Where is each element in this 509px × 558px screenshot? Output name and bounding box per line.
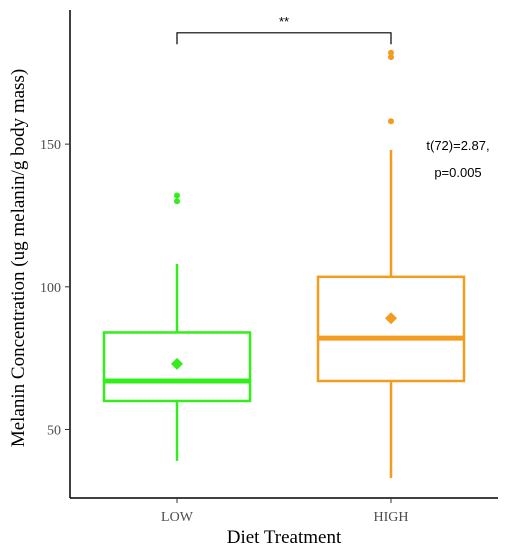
x-axis-title: Diet Treatment	[227, 527, 342, 548]
outlier-point	[174, 198, 180, 205]
y-tick-label: 50	[47, 424, 61, 439]
x-tick-label: HIGH	[374, 510, 409, 525]
box-low	[102, 192, 252, 461]
plot-area	[102, 49, 466, 479]
y-axis-title: Melanin Concentration (ug melanin/g body…	[8, 69, 29, 447]
significance-label: **	[279, 14, 289, 29]
significance-bracket: **	[176, 14, 392, 45]
x-axis-ticks: LOW HIGH	[161, 498, 409, 525]
mean-marker	[385, 312, 397, 325]
stat-annotation-line-1: t(72)=2.87,	[426, 138, 489, 153]
y-tick-label: 150	[40, 138, 61, 153]
x-tick-label: LOW	[161, 510, 194, 525]
y-axis-ticks: 50 100 150	[40, 138, 70, 439]
outlier-point	[388, 118, 394, 125]
outlier-point	[388, 54, 394, 61]
stat-annotation-line-2: p=0.005	[434, 165, 481, 180]
box-high	[316, 49, 466, 479]
outlier-point	[388, 49, 394, 56]
y-tick-label: 100	[40, 281, 61, 296]
iqr-box	[316, 275, 466, 383]
outlier-point	[174, 192, 180, 199]
mean-marker	[171, 357, 183, 370]
bracket-line	[176, 32, 392, 45]
